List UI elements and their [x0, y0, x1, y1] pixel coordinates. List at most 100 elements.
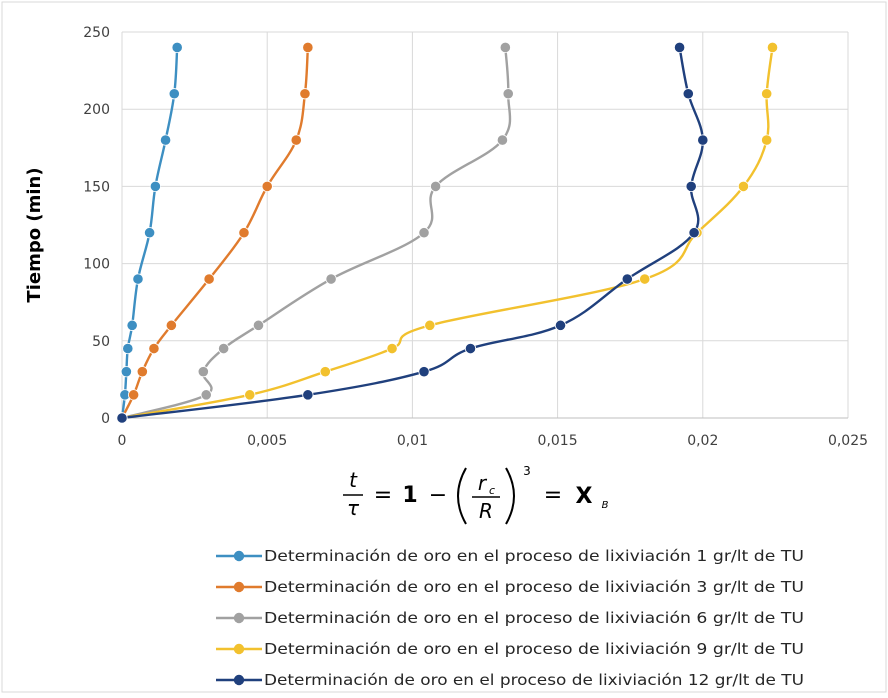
series-group: [116, 41, 779, 424]
x-tick-label: 0,01: [397, 433, 428, 449]
data-point: [688, 227, 700, 239]
formula-R: R: [479, 499, 493, 523]
data-point: [126, 319, 138, 331]
data-point: [430, 180, 442, 192]
data-point: [554, 319, 567, 331]
data-point: [200, 389, 212, 401]
data-point: [496, 134, 509, 146]
legend-marker: [233, 550, 245, 562]
data-point: [252, 319, 265, 331]
formula-exponent: 3: [523, 464, 531, 478]
data-point: [418, 366, 430, 378]
y-axis-label: Tiempo (min): [24, 167, 45, 302]
data-point: [697, 134, 709, 146]
formula-t: t: [349, 468, 358, 492]
data-point: [238, 227, 250, 239]
x-tick-label: 0,005: [247, 433, 287, 449]
data-point: [325, 273, 337, 285]
data-point: [148, 342, 160, 355]
legend-item: Determinación de oro en el proceso de li…: [216, 547, 804, 565]
data-point: [136, 366, 148, 378]
formula-minus: −: [429, 483, 447, 508]
data-point: [682, 88, 694, 100]
x-tick-label: 0,015: [538, 433, 578, 449]
data-point: [639, 273, 651, 285]
data-point: [737, 180, 750, 192]
data-point: [203, 273, 215, 285]
data-point: [418, 227, 430, 239]
data-point: [673, 41, 686, 54]
series-5: [116, 41, 709, 424]
legend-label: Determinación de oro en el proceso de li…: [264, 578, 804, 596]
formula-right-paren: [505, 467, 515, 525]
y-tick-label: 150: [83, 179, 110, 195]
formula-rc: r: [478, 471, 488, 495]
y-tick-label: 100: [83, 257, 110, 273]
x-tick-label: 0: [118, 433, 127, 449]
legend-label: Determinación de oro en el proceso de li…: [264, 547, 804, 565]
data-point: [168, 88, 180, 100]
data-point: [128, 389, 140, 401]
gridlines: [122, 31, 849, 418]
data-point: [299, 88, 311, 100]
formula-left-paren: [457, 467, 467, 525]
formula-equals-1: =: [374, 483, 392, 508]
y-tick-label: 200: [83, 102, 110, 118]
legend-marker: [233, 581, 245, 593]
data-point: [319, 366, 331, 378]
data-point: [424, 319, 436, 331]
x-axis-formula: t τ = 1 − r c R 3 = X B: [343, 464, 609, 525]
formula-equals-2: =: [544, 483, 562, 508]
formula-X: X: [576, 484, 593, 509]
x-tick-label: 0,02: [687, 433, 718, 449]
data-point: [761, 88, 773, 100]
data-point: [143, 227, 156, 239]
legend: Determinación de oro en el proceso de li…: [216, 547, 804, 689]
formula-X-sub: B: [602, 500, 609, 511]
formula-rc-sub: c: [489, 484, 495, 497]
legend-marker: [233, 674, 245, 686]
data-point: [502, 88, 514, 100]
data-point: [149, 180, 161, 192]
data-point: [116, 412, 128, 424]
data-point: [685, 180, 697, 192]
data-point: [302, 389, 314, 401]
legend-marker: [233, 612, 245, 624]
data-point: [165, 319, 177, 331]
data-point: [261, 180, 273, 192]
data-point: [159, 134, 172, 146]
data-point: [290, 134, 302, 146]
formula-one: 1: [402, 483, 417, 508]
data-point: [218, 342, 230, 355]
data-point: [464, 342, 477, 355]
legend-item: Determinación de oro en el proceso de li…: [216, 609, 804, 627]
legend-label: Determinación de oro en el proceso de li…: [264, 671, 804, 689]
data-point: [244, 389, 256, 401]
data-point: [766, 41, 779, 54]
x-tick-label: 0,025: [828, 433, 868, 449]
legend-item: Determinación de oro en el proceso de li…: [216, 640, 804, 658]
legend-label: Determinación de oro en el proceso de li…: [264, 609, 804, 627]
data-point: [499, 41, 511, 54]
data-point: [120, 366, 132, 378]
axes: 0 50 100 150 200 250 0 0,005 0,01 0,015 0,02 0,025: [83, 25, 868, 449]
series-1: [116, 41, 183, 424]
y-tick-label: 0: [101, 411, 110, 427]
data-point: [302, 41, 314, 54]
y-tick-label: 50: [92, 334, 110, 350]
data-point: [761, 134, 773, 146]
data-point: [122, 342, 134, 355]
formula-tau: τ: [347, 496, 360, 520]
data-point: [197, 366, 209, 378]
data-point: [386, 342, 398, 355]
legend-label: Determinación de oro en el proceso de li…: [264, 640, 804, 658]
y-tick-label: 250: [83, 25, 110, 41]
legend-item: Determinación de oro en el proceso de li…: [216, 671, 804, 689]
data-point: [621, 273, 633, 285]
data-point: [132, 273, 144, 285]
legend-marker: [233, 643, 245, 655]
